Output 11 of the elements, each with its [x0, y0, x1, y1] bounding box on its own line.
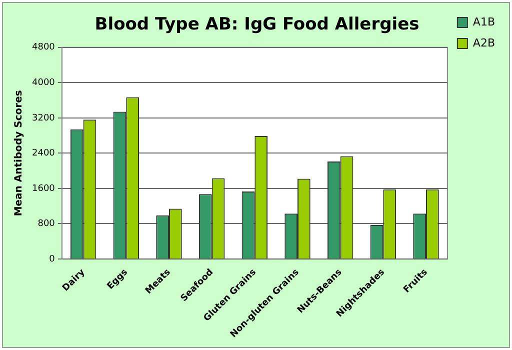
- legend-label: A2B: [472, 36, 496, 50]
- y-tick-label: 2400: [32, 148, 56, 159]
- y-tick-label: 4800: [32, 42, 56, 53]
- y-axis-title: Mean Antibody Scores: [14, 90, 25, 216]
- legend-label: A1B: [472, 15, 496, 28]
- y-tick-label: 0: [49, 254, 56, 264]
- chart-title: Blood Type AB: IgG Food Allergies: [94, 14, 420, 35]
- y-tick-label: 800: [38, 219, 56, 230]
- y-tick-label: 1600: [32, 184, 56, 194]
- y-tick-label: 3200: [32, 113, 56, 124]
- y-tick-label: 4000: [32, 78, 56, 88]
